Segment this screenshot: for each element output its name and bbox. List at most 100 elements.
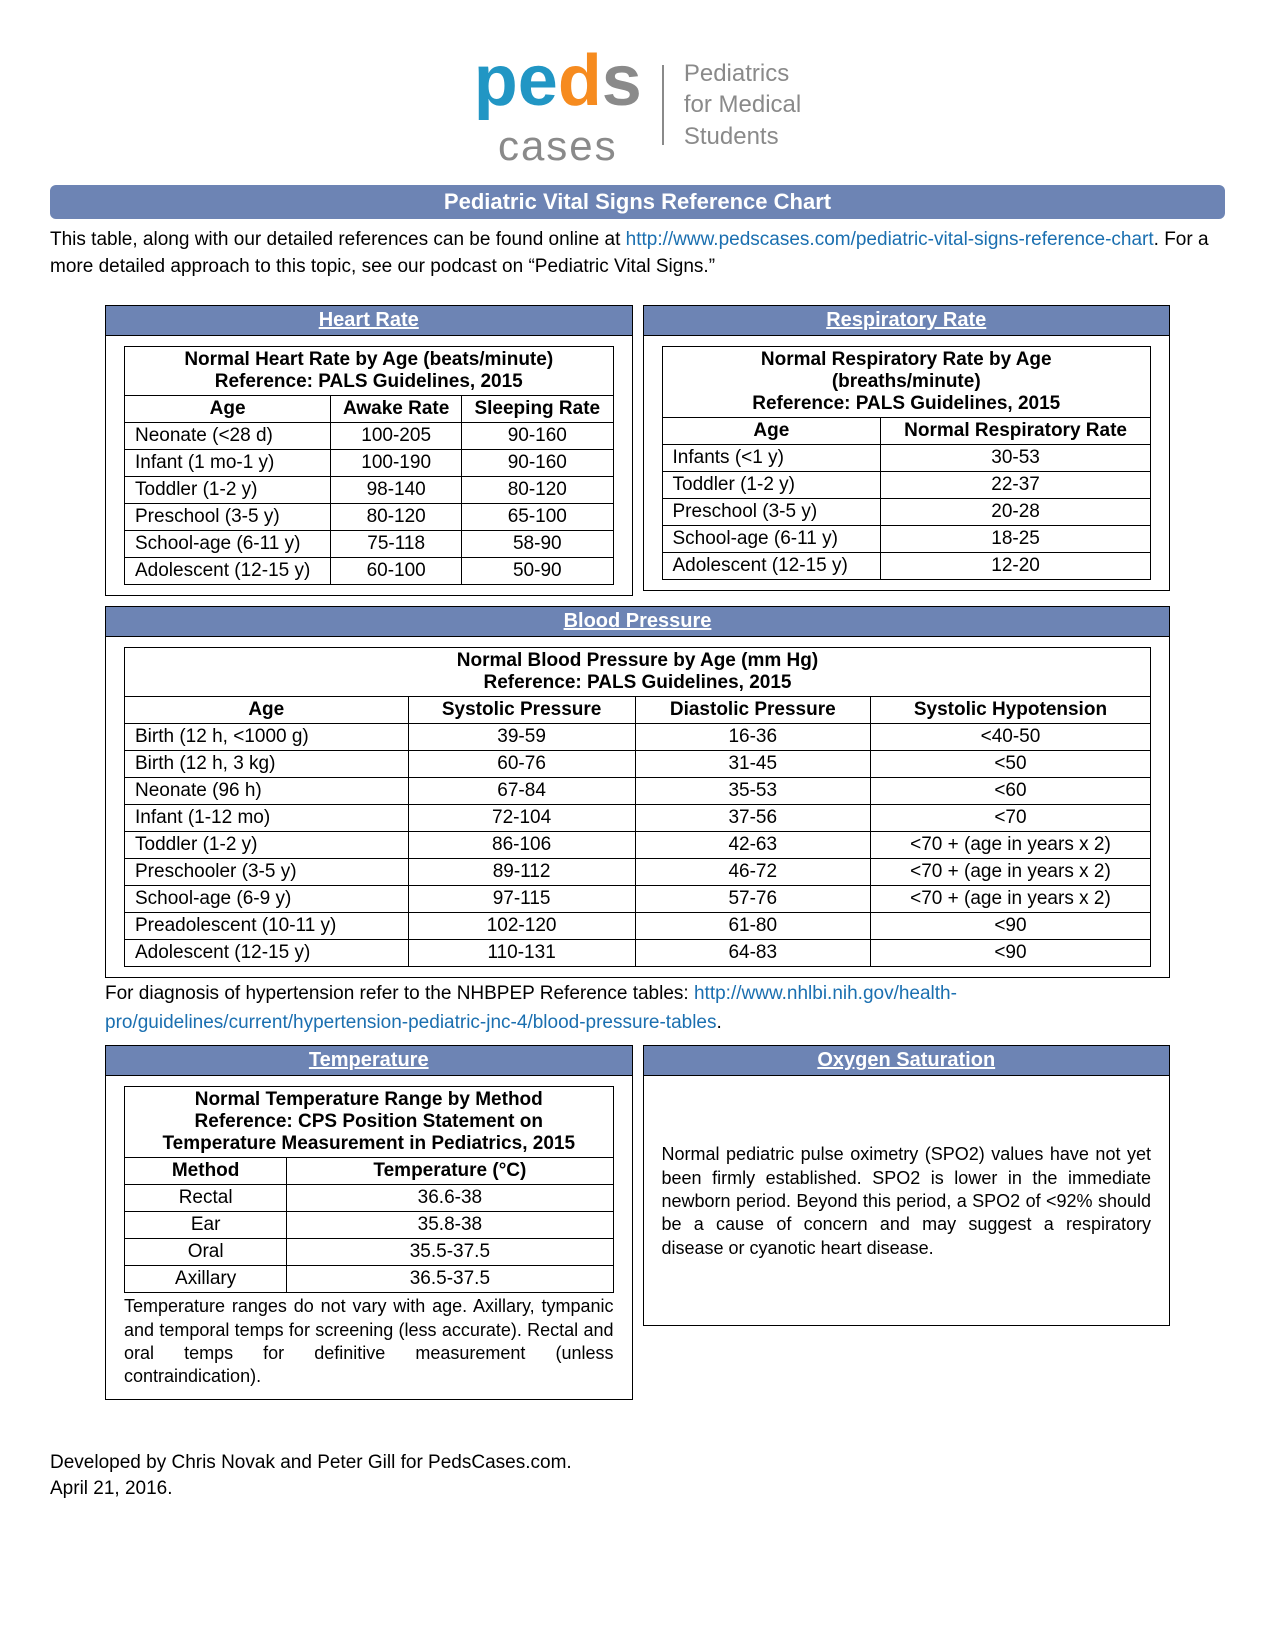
bp-col-systolic: Systolic Pressure (408, 697, 635, 724)
table-row: School-age (6-11 y)75-11858-90 (125, 531, 614, 558)
table-cell: Preschooler (3-5 y) (125, 859, 409, 886)
table-cell: <90 (870, 913, 1150, 940)
table-row: Preadolescent (10-11 y)102-12061-80<90 (125, 913, 1151, 940)
blood-pressure-note: For diagnosis of hypertension refer to t… (105, 980, 1170, 1037)
table-cell: 80-120 (331, 504, 462, 531)
table-row: Oral35.5-37.5 (125, 1239, 614, 1266)
heart-rate-box: Normal Heart Rate by Age (beats/minute) … (105, 336, 633, 596)
table-cell: Infant (1-12 mo) (125, 805, 409, 832)
logo-divider (662, 65, 664, 145)
table-row: Birth (12 h, 3 kg)60-7631-45<50 (125, 751, 1151, 778)
table-cell: 35.5-37.5 (287, 1239, 613, 1266)
hr-col-sleeping: Sleeping Rate (462, 396, 613, 423)
table-cell: Preschool (3-5 y) (662, 499, 881, 526)
blood-pressure-box: Normal Blood Pressure by Age (mm Hg) Ref… (105, 637, 1170, 978)
footer: Developed by Chris Novak and Peter Gill … (50, 1450, 1225, 1503)
intro-link[interactable]: http://www.pedscases.com/pediatric-vital… (626, 229, 1154, 250)
table-row: Ear35.8-38 (125, 1212, 614, 1239)
temp-col-method: Method (125, 1158, 287, 1185)
intro-text: This table, along with our detailed refe… (50, 227, 1225, 280)
table-cell: Birth (12 h, 3 kg) (125, 751, 409, 778)
table-cell: 75-118 (331, 531, 462, 558)
table-cell: 89-112 (408, 859, 635, 886)
table-row: Infant (1 mo-1 y)100-19090-160 (125, 450, 614, 477)
table-cell: Adolescent (12-15 y) (125, 940, 409, 967)
table-row: Axillary36.5-37.5 (125, 1266, 614, 1293)
table-row: Preschool (3-5 y)20-28 (662, 499, 1151, 526)
table-cell: 61-80 (635, 913, 870, 940)
table-cell: 58-90 (462, 531, 613, 558)
temperature-note: Temperature ranges do not vary with age.… (124, 1295, 614, 1389)
logo-cases: cases (474, 122, 642, 170)
temp-col-value: Temperature (°C) (287, 1158, 613, 1185)
table-row: Adolescent (12-15 y)12-20 (662, 553, 1151, 580)
table-row: Infants (<1 y)30-53 (662, 445, 1151, 472)
temperature-header: Temperature (105, 1045, 633, 1076)
table-cell: School-age (6-11 y) (662, 526, 881, 553)
heart-rate-header: Heart Rate (105, 305, 633, 336)
table-cell: <70 + (age in years x 2) (870, 886, 1150, 913)
table-cell: 31-45 (635, 751, 870, 778)
table-cell: 90-160 (462, 423, 613, 450)
table-cell: Toddler (1-2 y) (125, 832, 409, 859)
table-cell: 18-25 (881, 526, 1151, 553)
table-cell: 57-76 (635, 886, 870, 913)
table-cell: 102-120 (408, 913, 635, 940)
table-cell: Neonate (<28 d) (125, 423, 331, 450)
oxygen-header: Oxygen Saturation (643, 1045, 1171, 1076)
bp-col-diastolic: Diastolic Pressure (635, 697, 870, 724)
table-cell: Neonate (96 h) (125, 778, 409, 805)
table-cell: Toddler (1-2 y) (125, 477, 331, 504)
table-row: School-age (6-9 y)97-11557-76<70 + (age … (125, 886, 1151, 913)
table-cell: 80-120 (462, 477, 613, 504)
table-cell: 46-72 (635, 859, 870, 886)
table-cell: Axillary (125, 1266, 287, 1293)
table-row: Rectal36.6-38 (125, 1185, 614, 1212)
table-cell: 35.8-38 (287, 1212, 613, 1239)
respiratory-rate-header: Respiratory Rate (643, 305, 1171, 336)
table-row: Preschool (3-5 y)80-12065-100 (125, 504, 614, 531)
temperature-box: Normal Temperature Range by Method Refer… (105, 1076, 633, 1400)
table-row: Neonate (<28 d)100-20590-160 (125, 423, 614, 450)
table-cell: 16-36 (635, 724, 870, 751)
blood-pressure-table: Normal Blood Pressure by Age (mm Hg) Ref… (124, 647, 1151, 967)
table-cell: 100-205 (331, 423, 462, 450)
table-cell: 98-140 (331, 477, 462, 504)
footer-authors: Developed by Chris Novak and Peter Gill … (50, 1450, 1225, 1477)
blood-pressure-header: Blood Pressure (105, 606, 1170, 637)
table-cell: Preadolescent (10-11 y) (125, 913, 409, 940)
respiratory-rate-table: Normal Respiratory Rate by Age (breaths/… (662, 346, 1152, 580)
table-cell: 37-56 (635, 805, 870, 832)
table-cell: 100-190 (331, 450, 462, 477)
table-cell: Preschool (3-5 y) (125, 504, 331, 531)
table-cell: 65-100 (462, 504, 613, 531)
table-cell: 22-37 (881, 472, 1151, 499)
table-cell: 20-28 (881, 499, 1151, 526)
temperature-table: Normal Temperature Range by Method Refer… (124, 1086, 614, 1293)
table-cell: 36.6-38 (287, 1185, 613, 1212)
table-cell: 64-83 (635, 940, 870, 967)
table-cell: 50-90 (462, 558, 613, 585)
table-cell: Oral (125, 1239, 287, 1266)
table-cell: 39-59 (408, 724, 635, 751)
table-row: Toddler (1-2 y)86-10642-63<70 + (age in … (125, 832, 1151, 859)
hr-col-awake: Awake Rate (331, 396, 462, 423)
table-cell: Adolescent (12-15 y) (125, 558, 331, 585)
table-cell: 35-53 (635, 778, 870, 805)
table-cell: <70 + (age in years x 2) (870, 832, 1150, 859)
heart-rate-table: Normal Heart Rate by Age (beats/minute) … (124, 346, 614, 585)
table-row: Infant (1-12 mo)72-10437-56<70 (125, 805, 1151, 832)
hr-col-age: Age (125, 396, 331, 423)
table-cell: 60-76 (408, 751, 635, 778)
table-row: Toddler (1-2 y)98-14080-120 (125, 477, 614, 504)
bp-col-age: Age (125, 697, 409, 724)
table-cell: 30-53 (881, 445, 1151, 472)
table-cell: <40-50 (870, 724, 1150, 751)
bp-col-hypotension: Systolic Hypotension (870, 697, 1150, 724)
table-row: Neonate (96 h)67-8435-53<60 (125, 778, 1151, 805)
table-row: Toddler (1-2 y)22-37 (662, 472, 1151, 499)
logo-wordmark: peds (474, 40, 642, 122)
table-cell: School-age (6-11 y) (125, 531, 331, 558)
table-cell: <70 + (age in years x 2) (870, 859, 1150, 886)
table-cell: Adolescent (12-15 y) (662, 553, 881, 580)
